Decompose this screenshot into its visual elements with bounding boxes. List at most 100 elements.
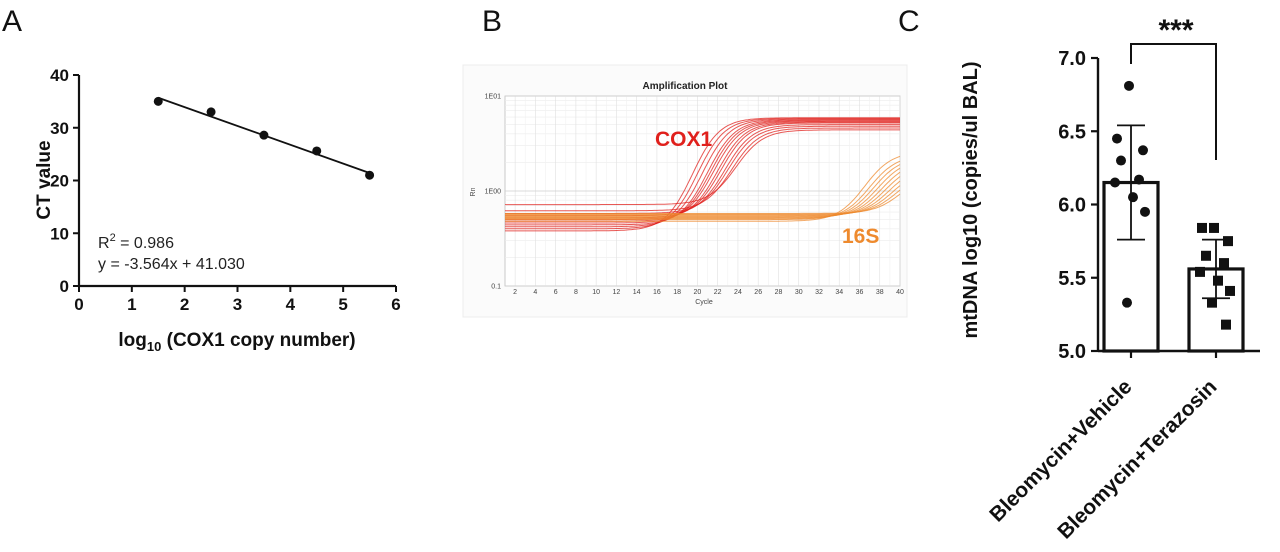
- panel-b-amplification-curve: [505, 193, 901, 214]
- panel-a-x-axis-title-sub: 10: [147, 339, 161, 354]
- panel-b-x-tick-label: 32: [815, 289, 823, 296]
- panel-c-data-point: [1207, 297, 1217, 308]
- panel-a-fit-equation: y = -3.564x + 41.030: [98, 256, 245, 273]
- panel-c-y-axis-title: mtDNA log10 (copies/ul BAL): [960, 61, 982, 338]
- panel-c-significance-bracket: [1130, 43, 1217, 160]
- panel-a-data-point: [259, 130, 269, 140]
- panel-c-data-point: [1201, 250, 1211, 261]
- panel-a-x-axis-title-rest: (COX1 copy number): [161, 330, 355, 351]
- panel-b-x-tick-label: 2: [513, 289, 517, 296]
- panel-c-category-vehicle: Bleomycin+Vehicle: [985, 375, 1136, 526]
- panel-b-amplification-curve: [505, 129, 900, 206]
- panel-a-x-tick-label: 4: [286, 295, 296, 314]
- panel-letter-b: B: [482, 5, 502, 38]
- panel-c-y-tick-label: 6.5: [1058, 121, 1086, 143]
- panel-a-y-tick-label: 30: [50, 119, 69, 138]
- panel-c-y-tick-label: 6.0: [1058, 195, 1086, 217]
- panel-a-y-axis-title: CT value: [34, 140, 55, 219]
- panel-a-x-tick-label: 0: [74, 295, 83, 314]
- panel-a-x-tick-label: 6: [391, 295, 400, 314]
- panel-c-data-point: [1124, 80, 1134, 91]
- panel-a-x-axis-title-log: log: [118, 330, 147, 351]
- panel-c-data-point: [1110, 177, 1120, 188]
- panel-c-data-point: [1140, 206, 1150, 217]
- panel-b-x-tick-label: 12: [613, 289, 621, 296]
- panel-c-y-tick-label: 5.5: [1058, 268, 1086, 290]
- panel-letter-a: A: [2, 5, 22, 38]
- panel-b-curves: [505, 117, 901, 232]
- panel-a-x-tick-label: 2: [180, 295, 189, 314]
- panel-b-amplification-curve: [505, 117, 900, 232]
- panel-a-marks: [153, 96, 375, 180]
- panel-a-r-squared-value: = 0.986: [116, 235, 174, 252]
- panel-b-y-axis-title: Rn: [470, 187, 477, 196]
- panel-b-amplification-curve: [505, 120, 900, 224]
- panel-b-x-tick-label: 28: [775, 289, 783, 296]
- panel-c-data-point: [1122, 297, 1132, 308]
- panel-b-x-tick-label: 22: [714, 289, 722, 296]
- panel-a-x-tick-label: 1: [127, 295, 136, 314]
- panel-a-r-squared-r: R: [98, 235, 110, 252]
- panel-c-data-point: [1134, 174, 1144, 185]
- panel-c-y-tick-label: 5.0: [1058, 341, 1086, 363]
- panel-c-category-terazosin: Bleomycin+Terazosin: [1053, 375, 1221, 543]
- panel-a-data-point: [365, 170, 375, 180]
- panel-b-y-tick-label: 1E00: [485, 189, 501, 196]
- panel-b-x-tick-label: 24: [734, 289, 742, 296]
- panel-b-title: Amplification Plot: [643, 81, 729, 92]
- panel-b-x-tick-label: 16: [653, 289, 661, 296]
- panel-c: C mtDNA log10 (copies/ul BAL) 5.0 5.5 6.0 6…: [898, 5, 1260, 544]
- panel-b-amplification-curve: [505, 119, 900, 226]
- panel-a-data-point: [153, 96, 163, 106]
- panel-b-x-tick-label: 26: [754, 289, 762, 296]
- panel-c-data-point: [1195, 266, 1205, 277]
- panel-c-data-point: [1112, 133, 1122, 144]
- panel-b-x-axis-title: Cycle: [695, 299, 713, 306]
- panel-c-data-point: [1197, 222, 1207, 233]
- panel-c-data-point: [1213, 275, 1223, 286]
- panel-b-x-tick-label: 30: [795, 289, 803, 296]
- panel-b-x-tick-label: 18: [673, 289, 681, 296]
- panel-b-y-tick-label: 1E01: [485, 94, 501, 101]
- panel-a-data-point: [206, 107, 216, 117]
- panel-c-data-point: [1225, 285, 1235, 296]
- panel-b-amplification-curve: [505, 118, 900, 228]
- panel-b-x-tick-label: 34: [835, 289, 843, 296]
- panel-a-data-point: [312, 146, 322, 156]
- panel-a-y-tick-label: 20: [50, 172, 69, 191]
- panel-a-y-tick-label: 10: [50, 224, 69, 243]
- panel-a-y-tick-label: 40: [50, 66, 69, 85]
- panel-c-data-point: [1223, 236, 1233, 247]
- panel-b-x-tick-label: 14: [633, 289, 641, 296]
- panel-a-r-squared: R2 = 0.986: [98, 232, 174, 252]
- panel-a-axes: 0 10 20 30 40 0 1 2 3 4 5 6: [50, 66, 401, 314]
- panel-b-x-tick-label: 20: [694, 289, 702, 296]
- panel-b-x-tick-label: 8: [574, 289, 578, 296]
- panel-b-x-tick-label: 40: [896, 289, 904, 296]
- panel-b-x-tick-label: 10: [592, 289, 600, 296]
- panel-c-data-point: [1116, 155, 1126, 166]
- panel-c-y-tick-label: 7.0: [1058, 48, 1086, 70]
- panel-b-x-tick-label: 36: [856, 289, 864, 296]
- panel-c-data-point: [1128, 192, 1138, 203]
- panel-a-x-tick-label: 3: [233, 295, 242, 314]
- panel-a-x-axis-title: log10 (COX1 copy number): [118, 330, 355, 354]
- panel-a-y-tick-label: 0: [60, 277, 69, 296]
- panel-b-x-tick-label: 38: [876, 289, 884, 296]
- panel-c-data-point: [1209, 222, 1219, 233]
- panel-letter-c: C: [898, 5, 920, 38]
- panel-a-x-tick-label: 5: [338, 295, 347, 314]
- panel-b-amplification-curve: [505, 127, 900, 212]
- panel-c-significance: ***: [1158, 14, 1193, 47]
- panel-b-x-tick-label: 4: [533, 289, 537, 296]
- panel-c-data-point: [1219, 258, 1229, 269]
- panel-c-marks: 5.0 5.5 6.0 6.5 7.0: [1058, 43, 1260, 363]
- panel-b-label-cox1: COX1: [655, 128, 713, 151]
- panel-c-data-point: [1138, 145, 1148, 156]
- panel-b-x-tick-label: 6: [554, 289, 558, 296]
- panel-b-label-16s: 16S: [842, 225, 879, 248]
